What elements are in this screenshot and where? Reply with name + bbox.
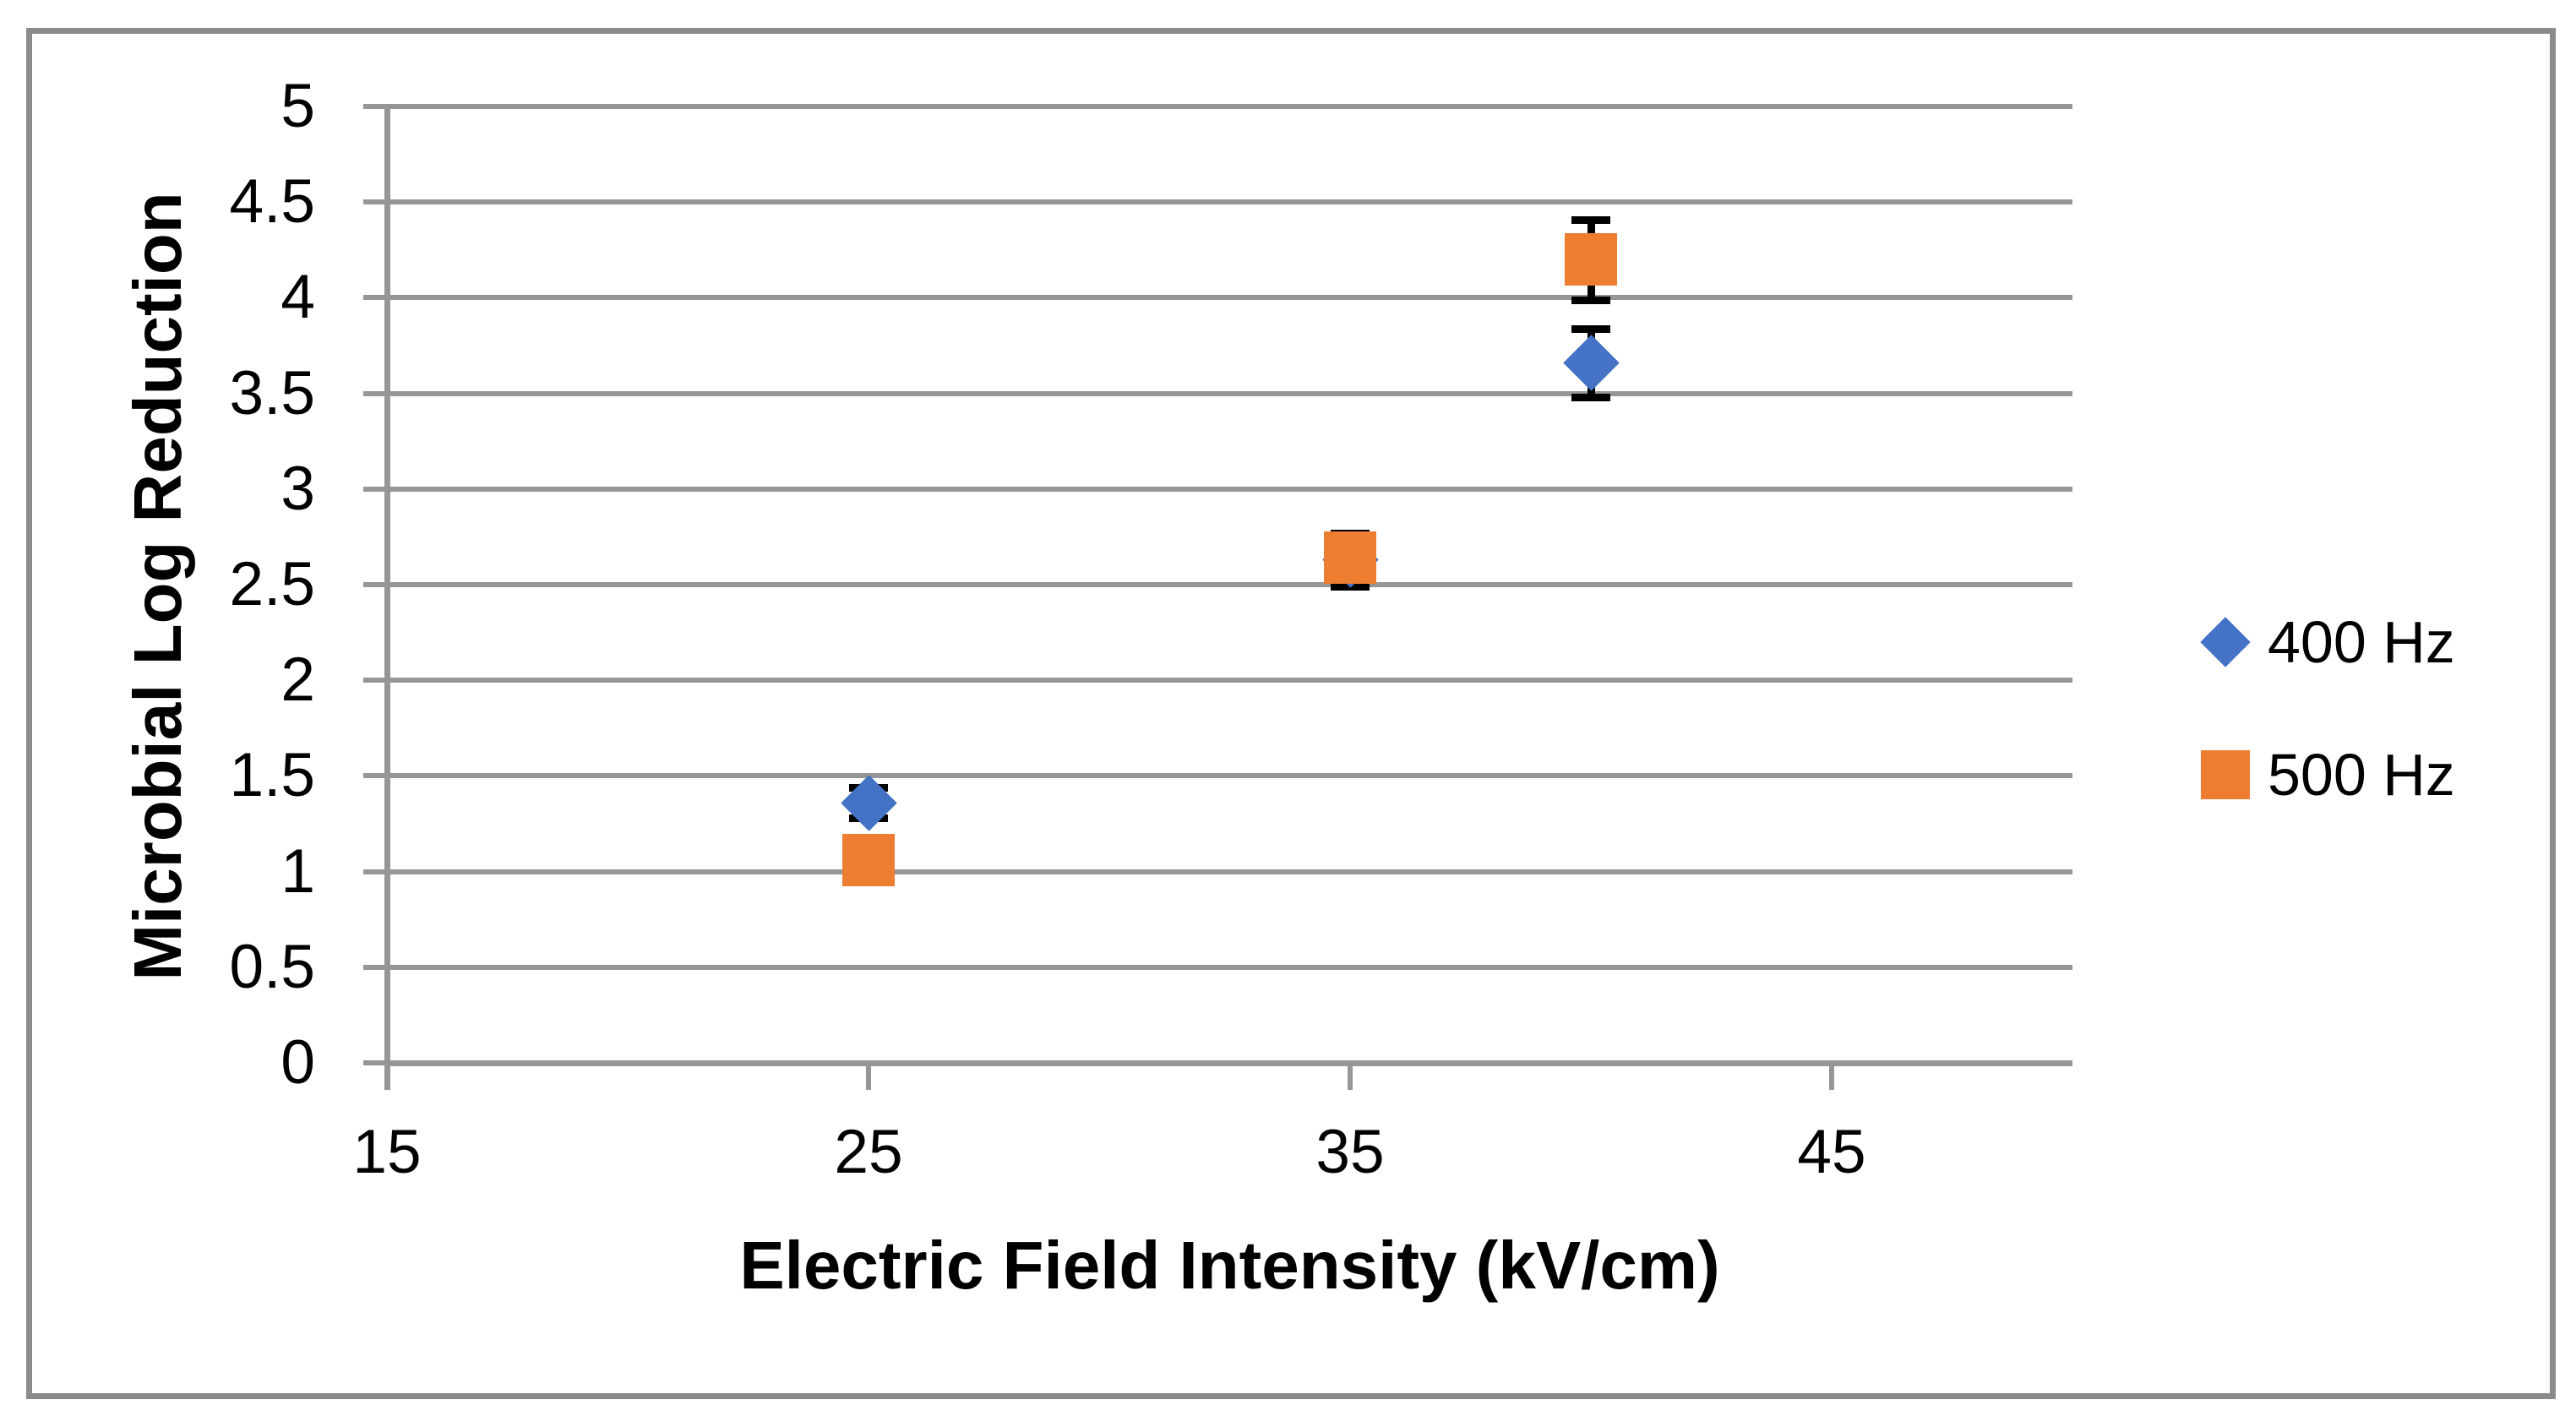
y-tick-label-4.5: 4.5	[229, 167, 315, 237]
error-cap-bottom-400 Hz-40	[1571, 394, 1610, 402]
figure-border	[26, 28, 2556, 1399]
y-axis-line	[384, 104, 390, 1090]
x-tick-label-25: 25	[834, 1118, 903, 1186]
error-cap-top-400 Hz-40	[1571, 324, 1610, 333]
y-tick-label-5: 5	[280, 72, 315, 140]
y-tick-label-2.5: 2.5	[229, 550, 315, 618]
legend-label: 500 Hz	[2268, 742, 2455, 808]
y-tick-label-2: 2	[280, 645, 315, 715]
y-tick-label-4: 4	[280, 263, 315, 332]
error-cap-top-500 Hz-40	[1571, 215, 1610, 224]
gridline-y-4	[387, 295, 2072, 301]
y-tick-1.5	[363, 773, 406, 779]
y-tick-3	[363, 486, 406, 492]
y-tick-4	[363, 295, 406, 301]
x-tick-label-45: 45	[1797, 1118, 1866, 1186]
point-500 Hz-35	[1324, 531, 1376, 585]
x-tick-label-35: 35	[1315, 1118, 1385, 1186]
y-tick-2.5	[363, 582, 406, 587]
x-axis-line	[384, 1060, 2072, 1066]
legend-item-400-hz: 400 Hz	[2195, 591, 2455, 693]
gridline-y-1.5	[387, 773, 2072, 779]
x-axis-title: Electric Field Intensity (kV/cm)	[739, 1228, 1720, 1303]
y-tick-label-1.5: 1.5	[229, 741, 315, 810]
y-axis-title: Microbial Log Reduction	[120, 192, 195, 981]
gridline-y-3.5	[387, 390, 2072, 396]
x-tick-25	[866, 1063, 871, 1090]
gridline-y-3	[387, 486, 2072, 492]
y-tick-label-3.5: 3.5	[229, 358, 315, 428]
gridline-y-0.5	[387, 964, 2072, 970]
x-tick-45	[1829, 1063, 1834, 1090]
gridline-y-4.5	[387, 199, 2072, 205]
y-tick-2	[363, 678, 406, 684]
x-tick-15	[384, 1063, 389, 1090]
legend-label: 400 Hz	[2268, 609, 2455, 675]
point-400 Hz-25	[840, 774, 897, 831]
point-500 Hz-40	[1565, 233, 1617, 286]
y-tick-label-0.5: 0.5	[229, 932, 315, 1001]
y-tick-4.5	[363, 199, 406, 205]
legend-marker-shape	[2200, 617, 2251, 667]
y-tick-3.5	[363, 390, 406, 396]
gridline-y-2.5	[387, 582, 2072, 587]
x-tick-label-15: 15	[352, 1118, 422, 1186]
gridline-y-1	[387, 869, 2072, 874]
legend-item-500-hz: 500 Hz	[2195, 724, 2455, 825]
point-500 Hz-25	[842, 834, 895, 887]
point-400 Hz-40	[1562, 335, 1620, 391]
y-tick-0.5	[363, 964, 406, 970]
y-tick-5	[363, 104, 406, 109]
y-tick-label-3: 3	[280, 454, 315, 523]
y-tick-label-0: 0	[280, 1028, 315, 1097]
y-tick-1	[363, 869, 406, 874]
error-cap-bottom-500 Hz-40	[1571, 296, 1610, 304]
y-tick-label-1: 1	[280, 836, 315, 906]
legend-marker-shape	[2201, 750, 2250, 799]
gridline-y-5	[387, 104, 2072, 109]
gridline-y-2	[387, 678, 2072, 684]
legend-square-icon	[2195, 744, 2256, 805]
legend-diamond-icon	[2195, 612, 2256, 673]
x-tick-35	[1348, 1063, 1353, 1090]
